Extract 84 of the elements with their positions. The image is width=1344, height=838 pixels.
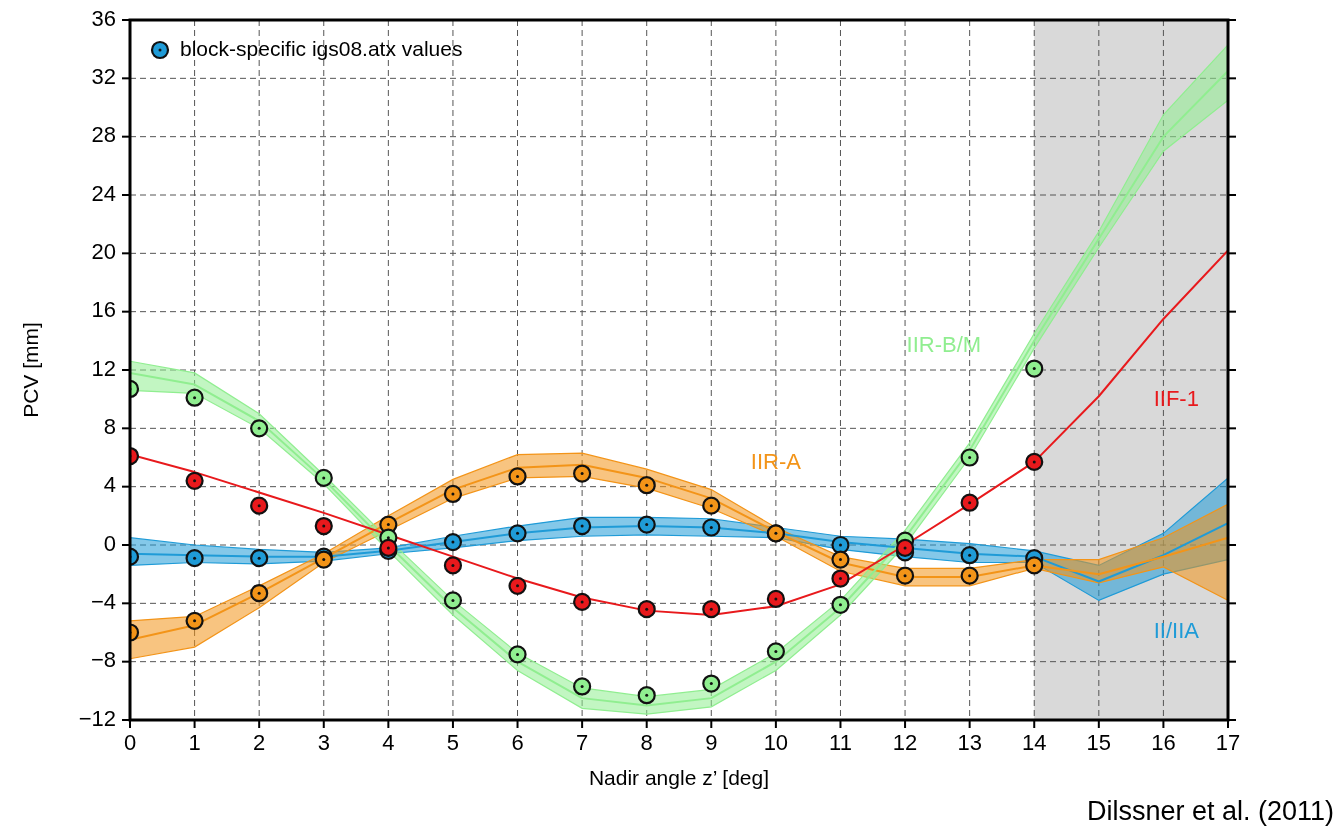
point (960, 493, 979, 512)
y-tick-label: 24 (91, 180, 116, 206)
series-label: IIR-A (750, 449, 802, 475)
point (185, 611, 204, 630)
x-tick-label: 1 (188, 730, 201, 755)
point (443, 556, 463, 575)
point (250, 584, 269, 603)
point (831, 535, 850, 555)
legend-label: block-specific igs08.atx values (180, 36, 463, 60)
point (637, 515, 656, 534)
point (831, 550, 850, 569)
series-label: IIR-B/M (906, 332, 982, 358)
x-tick-label: 0 (123, 730, 137, 755)
y-tick-label: −12 (78, 705, 116, 731)
point (637, 600, 656, 619)
text: II/IIA (1153, 618, 1200, 644)
point (443, 532, 463, 552)
point (250, 496, 269, 515)
point (766, 642, 785, 661)
x-tick-label: 13 (957, 730, 982, 755)
x-tick-label: 10 (763, 730, 789, 755)
point (250, 419, 269, 438)
point (508, 645, 527, 664)
point (314, 468, 333, 488)
point (960, 448, 979, 467)
x-tick-label: 16 (1151, 730, 1176, 755)
y-axis-title: PCV [mm] (19, 322, 42, 418)
y-tick-label: 0 (103, 530, 116, 556)
y-tick-label: 32 (91, 64, 116, 90)
x-tick-label: 17 (1215, 730, 1241, 755)
x-tick-label: 5 (446, 730, 460, 755)
x-tick-label: 4 (382, 730, 395, 755)
y-tick-label: 4 (103, 472, 116, 498)
y-tick-label: 20 (91, 239, 116, 265)
series-label: IIF-1 (1153, 386, 1199, 412)
point (508, 576, 527, 595)
point (1025, 556, 1044, 575)
point (573, 592, 592, 611)
y-tick-label: 28 (91, 122, 116, 148)
point (637, 476, 656, 495)
point (1025, 452, 1044, 471)
point (573, 677, 592, 696)
point (831, 595, 850, 614)
point (185, 471, 204, 490)
point (508, 524, 527, 543)
y-tick-label: −8 (90, 647, 116, 673)
point (702, 674, 721, 693)
point (702, 496, 721, 515)
y-tick-label: 12 (91, 355, 116, 381)
point (766, 589, 785, 609)
point (185, 549, 204, 568)
y-tick-label: 8 (103, 414, 116, 440)
x-tick-label: 11 (829, 730, 852, 755)
x-tick-label: 14 (1021, 730, 1047, 755)
point (895, 566, 915, 585)
x-tick-label: 12 (892, 730, 918, 755)
x-axis-title: Nadir angle z’ [deg] (588, 766, 770, 789)
x-tick-label: 9 (705, 730, 718, 755)
point (573, 464, 592, 483)
point (895, 538, 915, 558)
x-tick-label: 15 (1086, 730, 1112, 755)
x-tick-label: 6 (511, 730, 524, 755)
x-tick-label: 3 (317, 730, 330, 755)
point (508, 467, 527, 486)
point (573, 516, 592, 536)
point (831, 569, 850, 588)
y-tick-label: 36 (91, 5, 116, 31)
x-tick-label: 2 (253, 730, 266, 755)
point (250, 549, 269, 568)
point (1025, 359, 1044, 378)
x-tick-label: 8 (640, 730, 653, 755)
point (702, 600, 721, 619)
point (185, 388, 204, 407)
text: Dilssner et al. (2011) (1086, 796, 1334, 826)
point (443, 591, 463, 610)
point (960, 566, 979, 585)
y-tick-label: −4 (90, 589, 116, 615)
x-tick-label: 7 (575, 730, 589, 755)
point (702, 518, 721, 537)
point (960, 546, 979, 565)
point (637, 686, 656, 705)
point (443, 484, 463, 504)
point (314, 516, 333, 536)
y-tick-label: 16 (91, 297, 116, 323)
